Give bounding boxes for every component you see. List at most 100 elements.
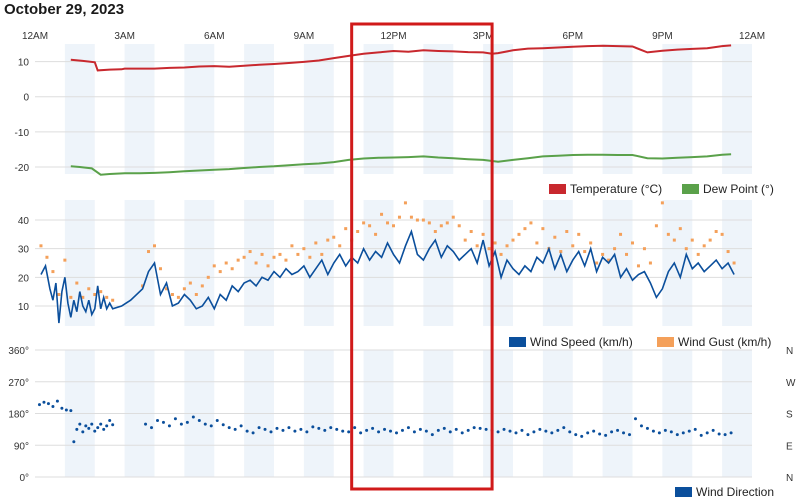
wind-direction-point [209,424,213,428]
wind-gust-point [493,241,497,245]
wind-direction-point [150,426,154,430]
wind-direction-point [365,428,369,432]
wind-gust-point [535,241,539,245]
wind-direction-point [93,429,97,433]
wind-direction-point [257,426,261,430]
wind-direction-point [311,425,315,429]
wind-gust-point [672,238,676,242]
y-tick-label: -10 [15,128,30,139]
wind-direction-point [383,427,387,431]
wind-gust-point [242,255,246,259]
wind-direction-point [78,422,82,426]
wind-panel: 40 30 20 10 [18,201,736,324]
hour-band [542,44,573,174]
wind-gust-point [206,275,210,279]
y-tick-label: 10 [18,58,30,69]
wind-gust-point [451,215,455,219]
y-tick-label: 30 [18,245,30,256]
wind-gust-point [164,287,168,291]
wind-direction-point [657,431,661,435]
x-tick-label: 9PM [652,31,673,42]
wind-direction-point [693,427,697,431]
legends: Temperature (°C) Dew Point (°) Wind Speed … [509,182,774,499]
x-tick-label: 9AM [294,31,315,42]
wind-direction-point [299,427,303,431]
wind-gust-point [559,250,563,254]
wind-direction-point [60,406,64,410]
wind-gust-point [380,212,384,216]
wind-direction-point [550,431,554,435]
wind-direction-point [108,419,112,423]
wind-gust-point [433,230,437,233]
wind-gust-point [415,218,419,222]
wind-gust-point [595,261,599,265]
y-tick-label: 0 [23,93,29,104]
wind-direction-point [111,423,115,427]
wind-gust-point [631,241,634,245]
wind-gust-point [648,261,652,265]
wind-gust-point [714,230,718,233]
wind-direction-point [353,426,357,430]
wind-direction-point [191,415,195,419]
y-tick-label: 20 [18,273,30,284]
legend-temperature-swatch [549,184,566,194]
wind-direction-point [64,408,68,412]
y-right-tick-label: W [786,378,796,389]
temperature-panel: 10 0 -10 -20 [15,44,732,176]
wind-direction-point [556,428,560,432]
wind-gust-point [690,238,694,242]
legend-temperature-label: Temperature (°C) [570,182,662,196]
wind-direction-point [645,426,649,430]
wind-direction-point [729,431,733,435]
wind-direction-point [37,403,41,407]
wind-direction-point [663,428,667,432]
wind-direction-point [520,428,524,432]
wind-gust-point [182,287,186,291]
wind-gust-point [726,250,730,254]
wind-gust-point [254,261,258,265]
wind-direction-point [203,422,207,426]
wind-gust-point [392,224,395,228]
wind-direction-point [84,424,88,428]
wind-direction-point [400,428,404,432]
hour-band [244,200,274,326]
wind-direction-point [42,400,46,404]
hour-band [363,200,394,326]
wind-gust-point [720,232,724,236]
x-tick-labels: 12AM 3AM 6AM 9AM 12PM 3PM 6PM 9PM 12AM [22,31,765,42]
wind-gust-point [684,247,688,251]
wind-gust-point [619,232,623,236]
hour-bands [64,44,752,477]
wind-gust-point [57,293,61,296]
wind-gust-point [642,247,646,251]
wind-gust-point [565,230,569,233]
wind-gust-point [696,252,700,256]
wind-direction-point [574,433,578,437]
wind-direction-point [281,428,285,432]
wind-gust-point [409,215,413,219]
legend-wind-speed-label: Wind Speed (km/h) [530,335,633,349]
wind-gust-point [63,258,67,262]
wind-gust-point [469,230,473,233]
legend-dew-point-swatch [682,184,699,194]
wind-gust-point [386,221,390,225]
wind-gust-point [51,270,55,274]
wind-direction-point [717,432,721,436]
wind-direction-point [723,433,727,437]
wind-direction-point [502,427,506,431]
wind-direction-point [275,426,279,430]
wind-direction-point [81,430,85,434]
wind-gust-point [636,264,640,268]
wind-gust-point [607,258,611,262]
wind-direction-point [592,429,596,433]
wind-gust-point [320,252,324,256]
wind-direction-point [239,424,243,428]
wind-gust-point [147,250,151,254]
wind-direction-point [651,429,655,433]
wind-direction-point [538,427,542,431]
wind-gust-point [475,244,479,248]
y-tick-label: -20 [15,163,30,174]
wind-direction-point [412,430,416,434]
wind-direction-point [681,431,685,435]
y-right-tick-label: S [786,410,793,421]
